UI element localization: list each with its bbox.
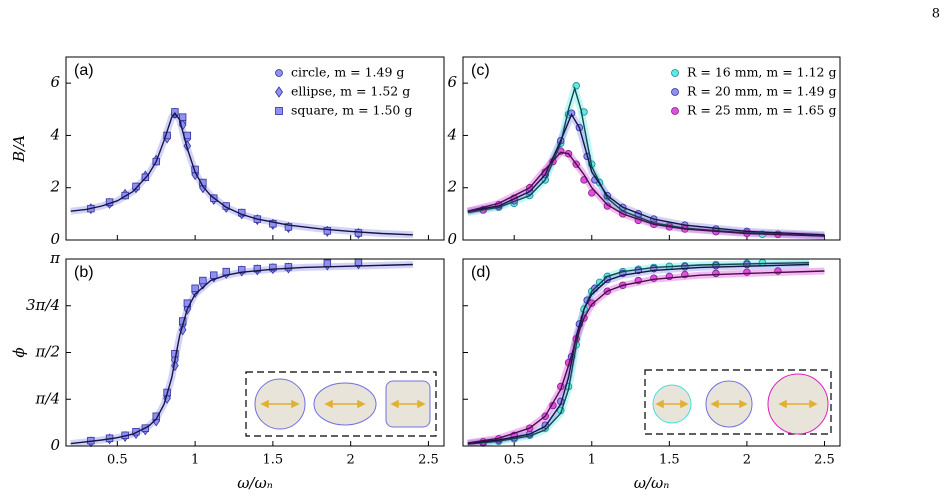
y-tick-label: 4 xyxy=(446,125,457,143)
data-point xyxy=(222,202,230,210)
fit-band xyxy=(467,259,810,446)
data-point xyxy=(595,278,604,287)
x-tick-label: 2 xyxy=(743,453,751,468)
y-axis-label: B/A xyxy=(10,135,28,163)
data-point xyxy=(284,223,293,231)
y-axis-label: ϕ xyxy=(10,347,28,357)
legend-marker xyxy=(275,107,283,115)
y-tick-label: 2 xyxy=(446,178,457,196)
data-point xyxy=(199,276,207,285)
y-tick-label: π xyxy=(49,249,61,267)
panel-label: (d) xyxy=(471,264,491,281)
panel-label: (c) xyxy=(471,62,490,79)
fit-line xyxy=(467,151,825,237)
fit-line xyxy=(467,270,825,444)
data-point xyxy=(758,258,767,267)
data-point xyxy=(269,220,277,228)
axes-frame xyxy=(462,258,841,447)
y-tick-label: π/4 xyxy=(35,389,60,407)
legend-label: ellipse, m = 1.52 g xyxy=(291,84,410,99)
data-point xyxy=(323,259,332,267)
data-point xyxy=(132,428,140,436)
data-point xyxy=(354,258,363,266)
data-point xyxy=(210,271,218,279)
legend-label: R = 20 mm, m = 1.49 g xyxy=(687,84,836,99)
y-tick-label: 4 xyxy=(49,125,60,143)
axes-frame xyxy=(462,56,841,241)
data-point xyxy=(284,263,293,271)
data-point xyxy=(712,269,720,278)
fit-line xyxy=(467,263,810,445)
legend-marker xyxy=(671,88,679,96)
fit-line xyxy=(70,263,413,445)
data-point xyxy=(238,266,246,274)
y-tick-label: 0 xyxy=(50,436,60,454)
data-point xyxy=(774,267,782,275)
data-point xyxy=(588,299,596,307)
data-point xyxy=(323,227,332,235)
data-point xyxy=(191,284,199,292)
y-tick-label: 0 xyxy=(50,230,60,248)
x-tick-label: 1.5 xyxy=(659,453,680,468)
panel-label: (a) xyxy=(74,62,94,79)
x-axis-label: ω/ωₙ xyxy=(634,474,670,492)
data-point xyxy=(743,268,751,276)
data-point xyxy=(253,264,262,273)
fit-band xyxy=(467,261,810,446)
data-point xyxy=(572,82,580,90)
fit-band xyxy=(466,148,825,240)
legend-marker xyxy=(671,69,679,77)
axes-frame xyxy=(65,56,445,241)
legend-marker xyxy=(275,69,283,77)
y-tick-label: 6 xyxy=(447,73,457,91)
fit-line xyxy=(467,262,810,445)
data-point xyxy=(588,189,596,197)
y-tick-label: 3π/4 xyxy=(26,296,60,314)
inset-sizes xyxy=(644,369,832,435)
x-tick-label: 2.5 xyxy=(814,453,835,468)
data-point xyxy=(269,263,277,272)
data-point xyxy=(354,229,363,237)
x-axis-label: ω/ωₙ xyxy=(237,474,273,492)
legend-label: circle, m = 1.49 g xyxy=(291,65,404,80)
legend-label: square, m = 1.50 g xyxy=(291,103,412,118)
data-point xyxy=(712,261,720,270)
data-point xyxy=(171,108,179,116)
x-tick-label: 1.5 xyxy=(263,453,284,468)
legend-label: R = 25 mm, m = 1.65 g xyxy=(687,103,836,118)
y-tick-label: π/2 xyxy=(35,343,60,361)
x-tick-label: 2.5 xyxy=(418,453,439,468)
panel-label: (b) xyxy=(74,264,94,281)
legend-marker xyxy=(275,86,283,98)
fit-line xyxy=(467,112,825,236)
legend-marker xyxy=(671,107,679,115)
data-point xyxy=(132,182,140,191)
x-tick-label: 1 xyxy=(191,453,199,468)
page-number: 8 xyxy=(932,7,940,22)
y-tick-label: 2 xyxy=(49,178,60,196)
x-tick-label: 1 xyxy=(588,453,596,468)
y-tick-label: 6 xyxy=(50,73,60,91)
x-tick-label: 0.5 xyxy=(107,453,128,468)
y-tick-label: 0 xyxy=(447,230,457,248)
inset-shapes xyxy=(245,371,437,437)
x-tick-label: 0.5 xyxy=(504,453,525,468)
axes-frame xyxy=(65,258,445,447)
data-point xyxy=(222,267,230,276)
fit-line xyxy=(70,112,413,236)
data-point xyxy=(178,113,187,121)
legend-label: R = 16 mm, m = 1.12 g xyxy=(687,65,836,80)
x-tick-label: 2 xyxy=(347,453,355,468)
fit-line xyxy=(467,85,825,237)
